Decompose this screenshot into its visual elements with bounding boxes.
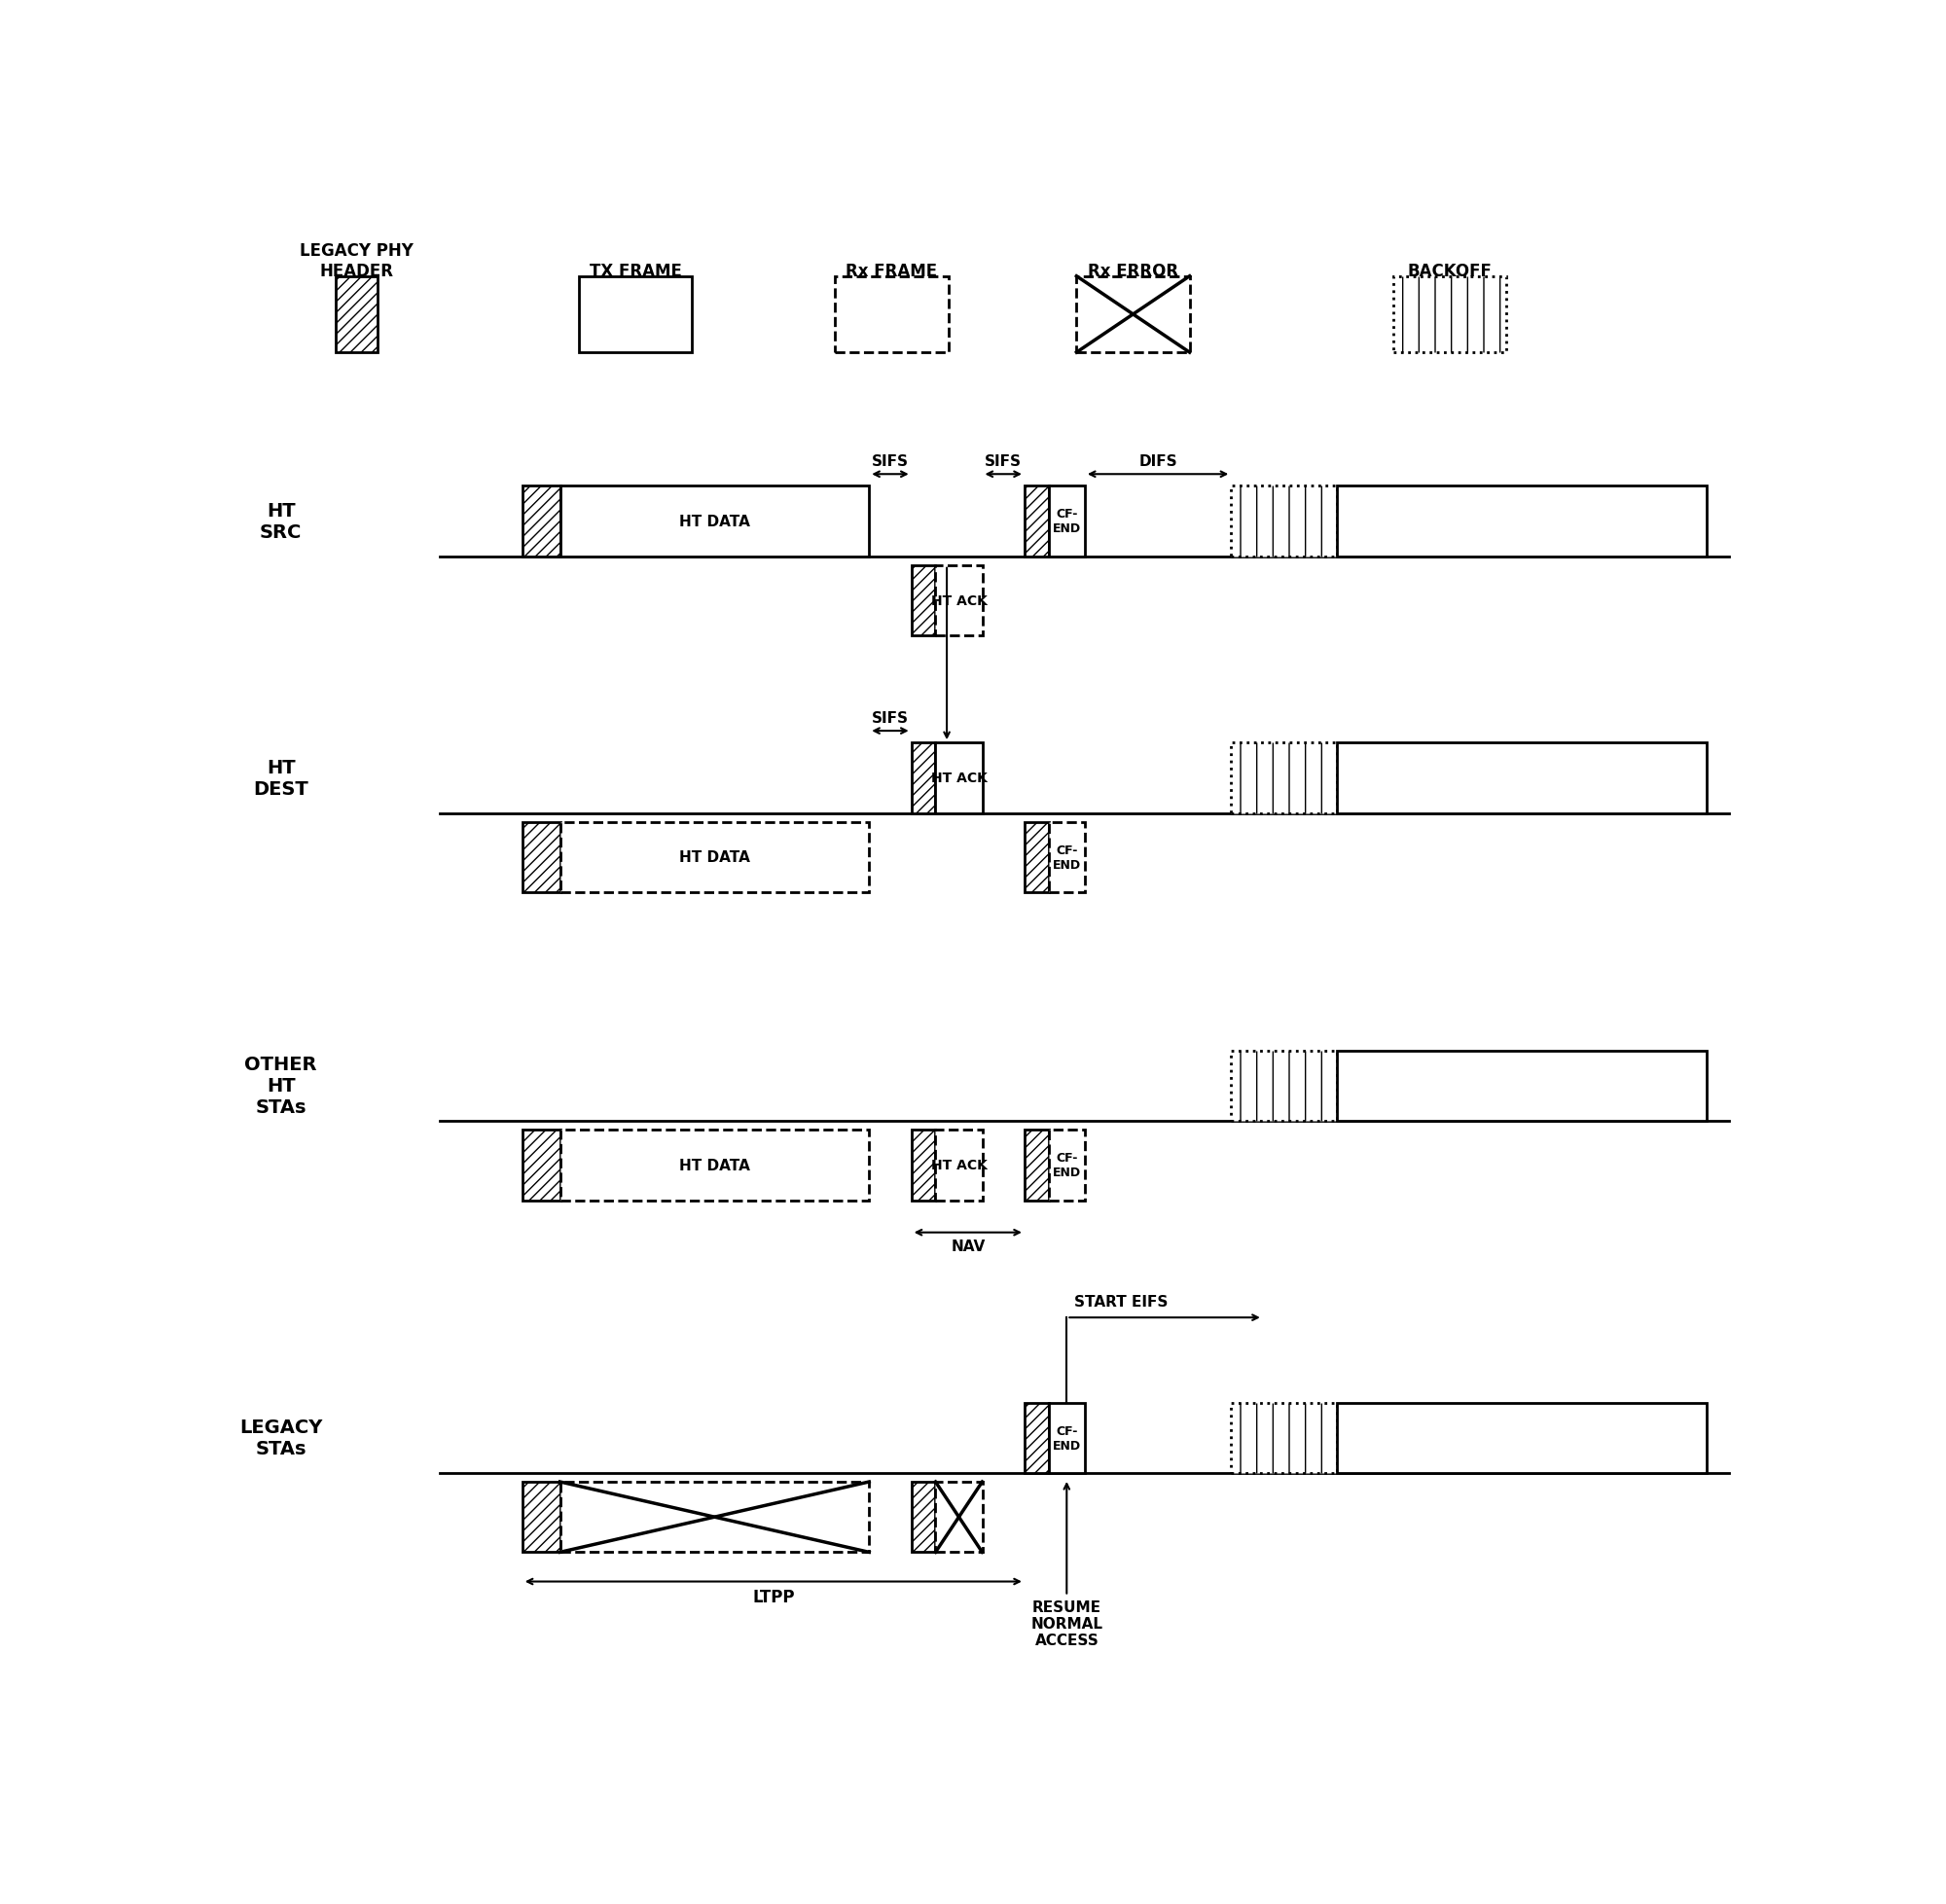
Text: CF-
END: CF- END <box>1053 843 1080 870</box>
Bar <box>936 565 983 636</box>
Bar <box>936 1481 983 1552</box>
Bar <box>911 1131 936 1201</box>
Text: HT
SRC: HT SRC <box>261 503 302 541</box>
Text: SIFS: SIFS <box>872 455 909 468</box>
Text: HT DATA: HT DATA <box>679 514 749 529</box>
Bar <box>1232 1403 1337 1474</box>
Text: HT DATA: HT DATA <box>679 1158 749 1173</box>
Bar <box>560 1131 870 1201</box>
Bar <box>522 1131 560 1201</box>
Bar <box>1049 487 1084 556</box>
Text: CF-
END: CF- END <box>1053 1424 1080 1451</box>
Bar <box>1024 487 1049 556</box>
Bar <box>1232 1051 1337 1121</box>
Bar <box>1049 1131 1084 1201</box>
Bar <box>1337 743 1707 813</box>
Bar <box>1024 1131 1049 1201</box>
Bar <box>936 743 983 813</box>
Bar <box>522 1481 560 1552</box>
Bar <box>1393 276 1506 352</box>
Bar <box>911 565 936 636</box>
Bar <box>911 743 936 813</box>
Text: HT
DEST: HT DEST <box>253 758 309 798</box>
Text: HT ACK: HT ACK <box>930 771 987 784</box>
Bar <box>911 1481 936 1552</box>
Bar <box>522 823 560 893</box>
Text: BACKOFF: BACKOFF <box>1407 263 1493 280</box>
Bar <box>1337 1051 1707 1121</box>
Bar <box>1024 823 1049 893</box>
Bar <box>1049 1403 1084 1474</box>
Bar <box>560 487 870 556</box>
Text: HT ACK: HT ACK <box>930 1158 987 1173</box>
Bar <box>1076 276 1189 352</box>
Text: TX FRAME: TX FRAME <box>590 263 681 280</box>
Bar <box>1337 487 1707 556</box>
Bar <box>578 276 693 352</box>
Text: LEGACY
STAs: LEGACY STAs <box>239 1418 323 1458</box>
Text: START EIFS: START EIFS <box>1074 1295 1168 1308</box>
Text: SIFS: SIFS <box>872 710 909 725</box>
Text: DIFS: DIFS <box>1138 455 1177 468</box>
Bar <box>1337 1403 1707 1474</box>
Bar <box>1232 743 1337 813</box>
Bar <box>560 1481 870 1552</box>
Bar <box>1024 1403 1049 1474</box>
Text: NAV: NAV <box>952 1240 985 1253</box>
Bar <box>1049 823 1084 893</box>
Text: LEGACY PHY
HEADER: LEGACY PHY HEADER <box>300 242 413 280</box>
Text: CF-
END: CF- END <box>1053 508 1080 535</box>
Text: CF-
END: CF- END <box>1053 1152 1080 1179</box>
Text: SIFS: SIFS <box>985 455 1022 468</box>
Text: OTHER
HT
STAs: OTHER HT STAs <box>245 1055 317 1118</box>
Text: HT ACK: HT ACK <box>930 594 987 607</box>
Bar <box>522 487 560 556</box>
Bar <box>835 276 948 352</box>
Text: HT DATA: HT DATA <box>679 849 749 864</box>
Bar <box>936 1131 983 1201</box>
Bar <box>335 276 378 352</box>
Text: RESUME
NORMAL
ACCESS: RESUME NORMAL ACCESS <box>1031 1599 1103 1647</box>
Text: Rx FRAME: Rx FRAME <box>847 263 938 280</box>
Bar <box>560 823 870 893</box>
Text: Rx ERROR: Rx ERROR <box>1088 263 1179 280</box>
Text: LTPP: LTPP <box>753 1588 794 1605</box>
Bar <box>1232 487 1337 556</box>
